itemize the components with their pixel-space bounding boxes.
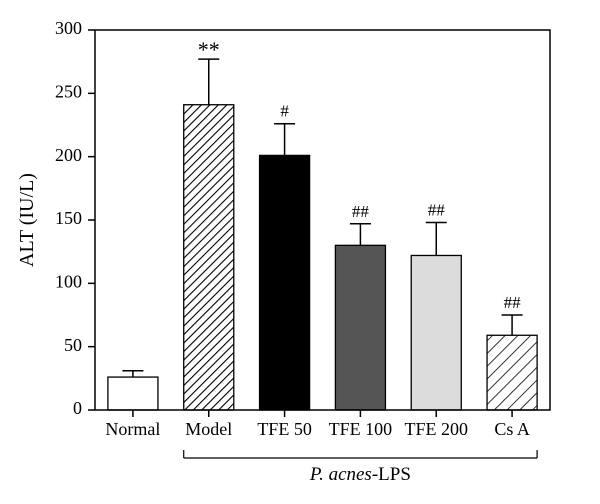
y-tick-label: 300 bbox=[55, 18, 82, 38]
y-axis-label: ALT (IU/L) bbox=[16, 173, 38, 267]
x-tick-label: TFE 100 bbox=[329, 419, 393, 439]
x-tick-label: TFE 50 bbox=[257, 419, 312, 439]
bar-annotation: ## bbox=[428, 201, 446, 220]
bar bbox=[411, 255, 461, 410]
group-label: P. acnes-LPS bbox=[309, 464, 411, 485]
bar bbox=[487, 335, 537, 410]
x-tick-label: Cs A bbox=[494, 419, 530, 439]
y-tick-label: 250 bbox=[55, 81, 82, 101]
y-tick-label: 100 bbox=[55, 271, 82, 291]
x-tick-label: Normal bbox=[105, 419, 160, 439]
bar bbox=[108, 377, 158, 410]
bar-annotation: ** bbox=[198, 37, 220, 62]
y-tick-label: 0 bbox=[73, 398, 82, 418]
y-tick-label: 150 bbox=[55, 208, 82, 228]
bar-annotation: ## bbox=[352, 202, 370, 221]
y-tick-label: 200 bbox=[55, 145, 82, 165]
plot-frame bbox=[95, 30, 550, 410]
bar-annotation: ## bbox=[504, 293, 522, 312]
bar bbox=[335, 245, 385, 410]
bar bbox=[260, 155, 310, 410]
bar-annotation: # bbox=[280, 102, 289, 121]
x-tick-label: Model bbox=[185, 419, 232, 439]
y-tick-label: 50 bbox=[64, 335, 82, 355]
x-tick-label: TFE 200 bbox=[404, 419, 468, 439]
bar bbox=[184, 105, 234, 410]
alt-bar-chart: 0 50 100 150 200 250 300 ALT (IU/L) Normal ** Mode… bbox=[0, 0, 600, 504]
